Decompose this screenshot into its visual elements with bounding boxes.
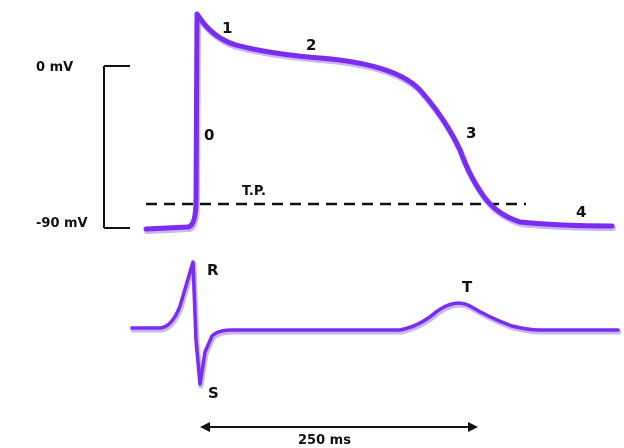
ecg-t-label: T	[462, 278, 473, 296]
ecg-r-label: R	[207, 261, 219, 279]
time-scale-label: 250 ms	[298, 433, 351, 448]
voltage-bottom-label: -90 mV	[36, 216, 88, 231]
action-potential-trace	[143, 11, 615, 232]
action-potential-trace-shadow	[144, 13, 616, 234]
ecg-trace	[130, 260, 620, 386]
threshold-label: T.P.	[242, 184, 266, 199]
ecg-s-label: S	[208, 384, 219, 402]
phase-4-label: 4	[576, 203, 586, 221]
voltage-scale-bracket	[103, 65, 130, 229]
ecg-trace-shadow	[130, 261, 622, 389]
time-scale-arrow	[200, 422, 478, 432]
voltage-top-label: 0 mV	[36, 60, 73, 75]
phase-0-label: 0	[204, 126, 214, 144]
phase-3-label: 3	[466, 124, 476, 142]
phase-2-label: 2	[306, 36, 316, 54]
phase-1-label: 1	[222, 19, 232, 37]
